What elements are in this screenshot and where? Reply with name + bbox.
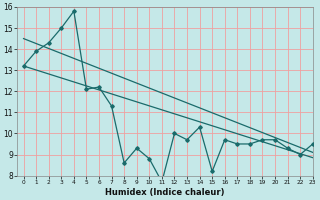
X-axis label: Humidex (Indice chaleur): Humidex (Indice chaleur) [105, 188, 225, 197]
